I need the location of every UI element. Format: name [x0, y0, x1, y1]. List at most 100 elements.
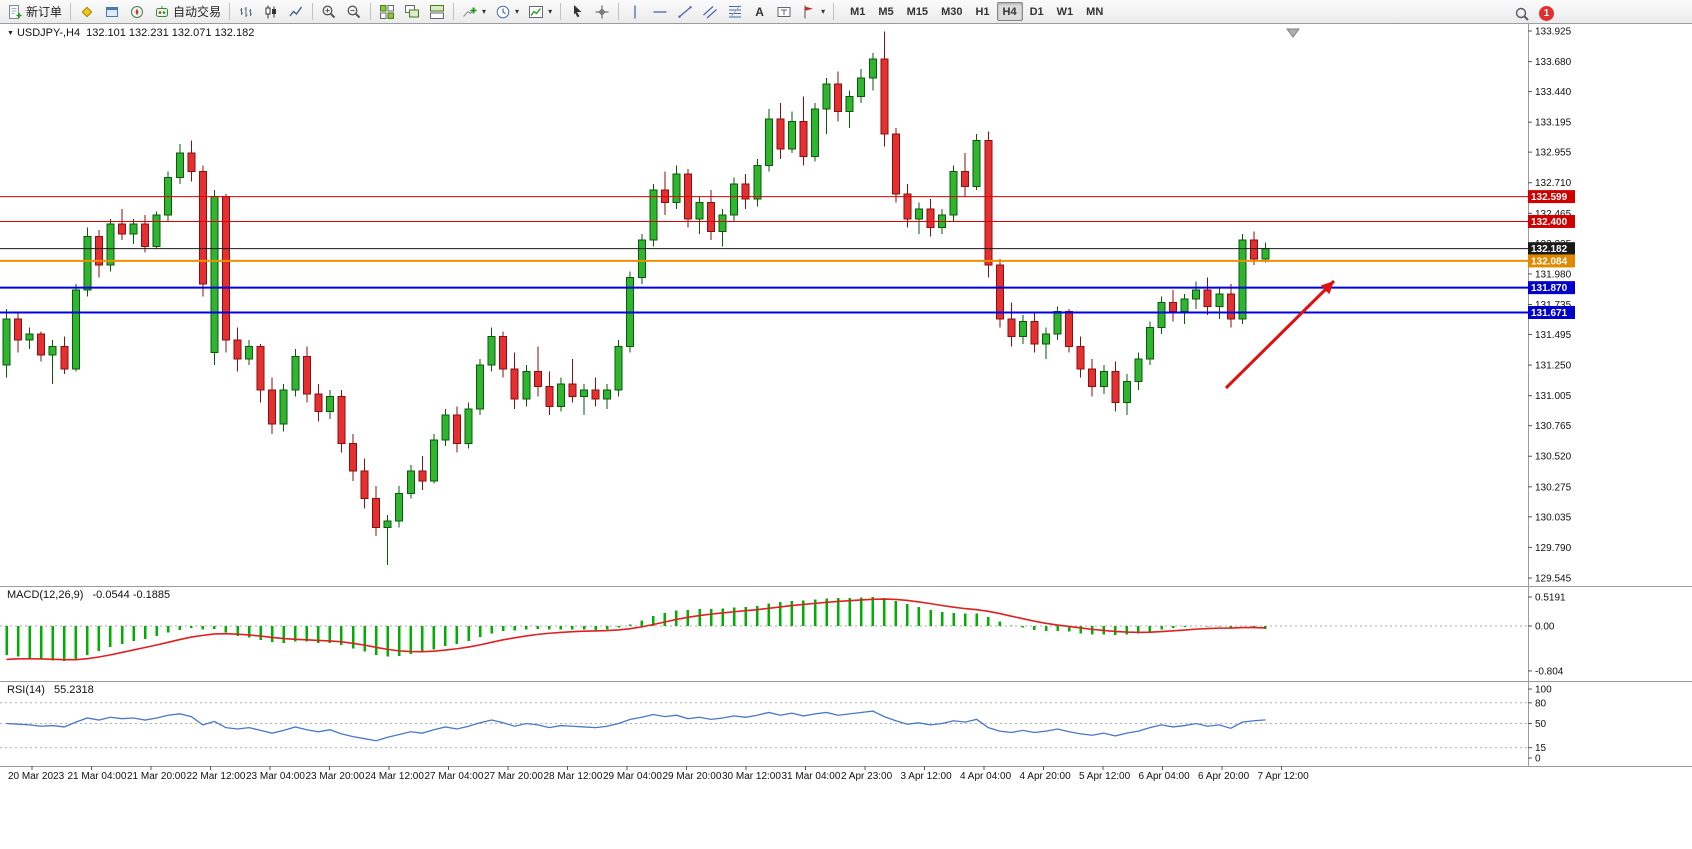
dropdown-caret-icon: ▾ [548, 6, 553, 16]
toolbar-separator [370, 3, 372, 20]
text-label-tool-button[interactable] [772, 1, 796, 22]
indicators-icon [463, 7, 477, 17]
svg-text:3 Apr 12:00: 3 Apr 12:00 [901, 771, 953, 782]
svg-text:29 Mar 04:00: 29 Mar 04:00 [603, 771, 662, 782]
svg-text:30 Mar 12:00: 30 Mar 12:00 [722, 771, 781, 782]
dropdown-caret-icon: ▾ [482, 6, 487, 16]
timeframe-button-mn[interactable]: MN [1086, 5, 1104, 18]
templates-button[interactable]: ▾ [524, 1, 556, 22]
trendline-icon [678, 5, 692, 18]
tile-windows-button[interactable] [375, 1, 399, 22]
svg-text:0.00: 0.00 [1535, 622, 1555, 633]
crosshair-button[interactable] [590, 1, 614, 22]
market-watch-button[interactable] [75, 1, 99, 22]
svg-text:27 Mar 04:00: 27 Mar 04:00 [425, 771, 484, 782]
collapse-icon[interactable]: ▼ [7, 30, 14, 37]
chart-shift-marker[interactable] [1286, 28, 1300, 38]
svg-text:130.765: 130.765 [1535, 421, 1572, 432]
timeframe-button-m5[interactable]: M5 [878, 5, 894, 18]
symbol-period-label: USDJPY-,H4 [16, 27, 81, 39]
timeframe-button-w1[interactable]: W1 [1056, 5, 1074, 18]
line-chart-icon [289, 6, 303, 16]
svg-text:132.710: 132.710 [1535, 178, 1572, 189]
auto-trading-label: 自动交易 [173, 5, 222, 19]
svg-text:80: 80 [1535, 698, 1547, 709]
channel-icon [703, 5, 717, 18]
channel-tool-button[interactable] [698, 1, 722, 22]
svg-text:4 Apr 20:00: 4 Apr 20:00 [1020, 771, 1072, 782]
price-lines[interactable] [0, 196, 1528, 314]
auto-trading-icon [156, 5, 169, 17]
svg-text:21 Mar 04:00: 21 Mar 04:00 [68, 771, 127, 782]
svg-text:0.5191: 0.5191 [1535, 592, 1566, 603]
svg-text:129.790: 129.790 [1535, 543, 1572, 554]
fibonacci-tool-button[interactable] [723, 1, 747, 22]
timeframe-button-m30[interactable]: M30 [941, 5, 963, 18]
vertical-line-tool-button[interactable] [623, 1, 647, 22]
tile-horizontal-button[interactable] [425, 1, 449, 22]
horizontal-line-tool-button[interactable] [648, 1, 672, 22]
timeframe-button-m1[interactable]: M1 [850, 5, 866, 18]
svg-text:15: 15 [1535, 743, 1547, 754]
svg-text:133.195: 133.195 [1535, 118, 1572, 129]
svg-text:132.465: 132.465 [1535, 209, 1572, 220]
svg-text:133.440: 133.440 [1535, 87, 1572, 98]
text-tool-button[interactable]: A [748, 1, 771, 22]
zoom-in-button[interactable] [317, 1, 341, 22]
svg-text:5 Apr 12:00: 5 Apr 12:00 [1079, 771, 1131, 782]
svg-text:2 Apr 23:00: 2 Apr 23:00 [841, 771, 893, 782]
svg-text:28 Mar 12:00: 28 Mar 12:00 [544, 771, 603, 782]
search-button[interactable] [1510, 3, 1534, 24]
cursor-button[interactable] [565, 1, 589, 22]
zoom-out-icon [347, 5, 361, 18]
rsi-name: RSI(14) [7, 684, 45, 696]
svg-text:132.599: 132.599 [1531, 192, 1568, 203]
timeframe-button-h4[interactable]: H4 [996, 2, 1023, 21]
macd-name: MACD(12,26,9) [7, 589, 84, 601]
zoom-out-button[interactable] [342, 1, 366, 22]
text-tool-label: A [755, 4, 764, 19]
rsi-value: 55.2318 [53, 684, 94, 696]
periods-button[interactable]: ▾ [491, 1, 523, 22]
timeframe-button-d1[interactable]: D1 [1029, 5, 1044, 18]
macd-indicator-label: MACD(12,26,9) -0.0544 -0.1885 [7, 589, 170, 601]
data-window-icon [106, 6, 119, 17]
toolbar-separator [618, 3, 620, 20]
dropdown-caret-icon: ▾ [821, 6, 826, 16]
notification-badge[interactable]: 1 [1539, 6, 1554, 21]
arrows-tool-button[interactable]: ▾ [797, 1, 829, 22]
timeframe-button-m15[interactable]: M15 [906, 5, 929, 18]
svg-text:131.005: 131.005 [1535, 391, 1572, 402]
svg-text:133.925: 133.925 [1535, 27, 1572, 38]
toolbar-right-tools: 1 [1510, 3, 1554, 24]
crosshair-icon [595, 5, 609, 18]
candlestick-chart-button[interactable] [259, 1, 283, 22]
svg-text:132.400: 132.400 [1531, 217, 1568, 228]
indicators-button[interactable]: ▾ [458, 1, 490, 22]
trendline-tool-button[interactable] [673, 1, 697, 22]
svg-text:20 Mar 2023: 20 Mar 2023 [8, 771, 65, 782]
bar-chart-icon [240, 6, 253, 17]
cursor-icon [574, 4, 582, 17]
fibonacci-icon [729, 4, 742, 18]
svg-text:4 Apr 04:00: 4 Apr 04:00 [960, 771, 1012, 782]
auto-trading-button[interactable]: 自动交易 [150, 1, 225, 22]
text-label-icon [777, 6, 791, 17]
market-watch-icon [81, 6, 93, 17]
data-window-button[interactable] [100, 1, 124, 22]
svg-text:21 Mar 20:00: 21 Mar 20:00 [127, 771, 186, 782]
line-chart-button[interactable] [284, 1, 308, 22]
timeframe-button-h1[interactable]: H1 [975, 5, 990, 18]
svg-text:23 Mar 20:00: 23 Mar 20:00 [306, 771, 365, 782]
trend-arrow-annotation[interactable] [1224, 279, 1336, 390]
cascade-windows-button[interactable] [400, 1, 424, 22]
navigator-button[interactable] [125, 1, 149, 22]
new-order-button[interactable]: 新订单 [3, 1, 66, 22]
bar-chart-button[interactable] [234, 1, 258, 22]
svg-text:6 Apr 04:00: 6 Apr 04:00 [1139, 771, 1191, 782]
svg-text:131.980: 131.980 [1535, 269, 1572, 280]
svg-text:131.495: 131.495 [1535, 330, 1572, 341]
